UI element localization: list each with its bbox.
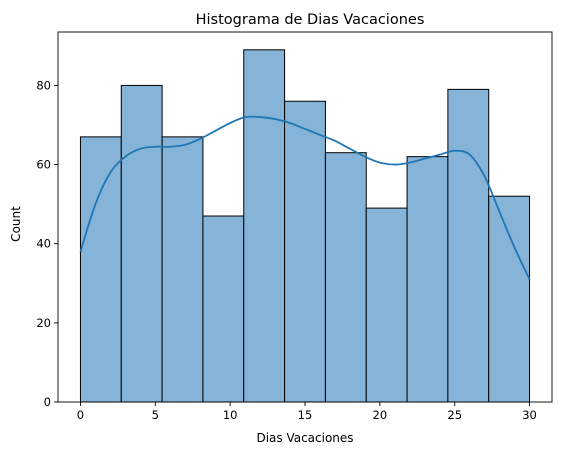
y-axis-label: Count <box>9 206 23 242</box>
y-tick-label: 20 <box>36 316 51 330</box>
kde-curve <box>79 115 531 280</box>
x-tick-label: 20 <box>373 408 388 422</box>
histogram-bar <box>365 207 408 403</box>
histogram-bar <box>488 195 531 403</box>
y-axis-ticks: 0 20 40 60 80 <box>36 78 58 409</box>
histogram-bar <box>284 100 326 403</box>
x-tick-label: 30 <box>522 408 537 422</box>
x-tick-label: 10 <box>223 408 238 422</box>
chart-title: Histograma de Dias Vacaciones <box>196 12 425 28</box>
y-tick-label: 0 <box>44 395 51 409</box>
histogram-bar <box>120 84 163 403</box>
x-axis-label: Dias Vacaciones <box>256 431 353 445</box>
histogram-bar <box>161 136 204 403</box>
y-tick-label: 40 <box>36 237 51 251</box>
histogram-bar <box>324 152 367 403</box>
x-tick-label: 25 <box>447 408 462 422</box>
histogram-bar <box>202 215 245 403</box>
histogram-bar <box>447 88 490 403</box>
bars-group <box>79 49 531 403</box>
histogram-bar <box>243 49 286 403</box>
y-tick-label: 80 <box>36 78 51 92</box>
x-tick-label: 5 <box>152 408 159 422</box>
x-axis-ticks: 0 5 10 15 20 25 30 <box>77 402 537 422</box>
x-tick-label: 15 <box>298 408 313 422</box>
x-tick-label: 0 <box>77 408 84 422</box>
y-tick-label: 60 <box>36 158 51 172</box>
histogram-bar <box>406 156 449 403</box>
histogram-bar <box>79 136 122 403</box>
